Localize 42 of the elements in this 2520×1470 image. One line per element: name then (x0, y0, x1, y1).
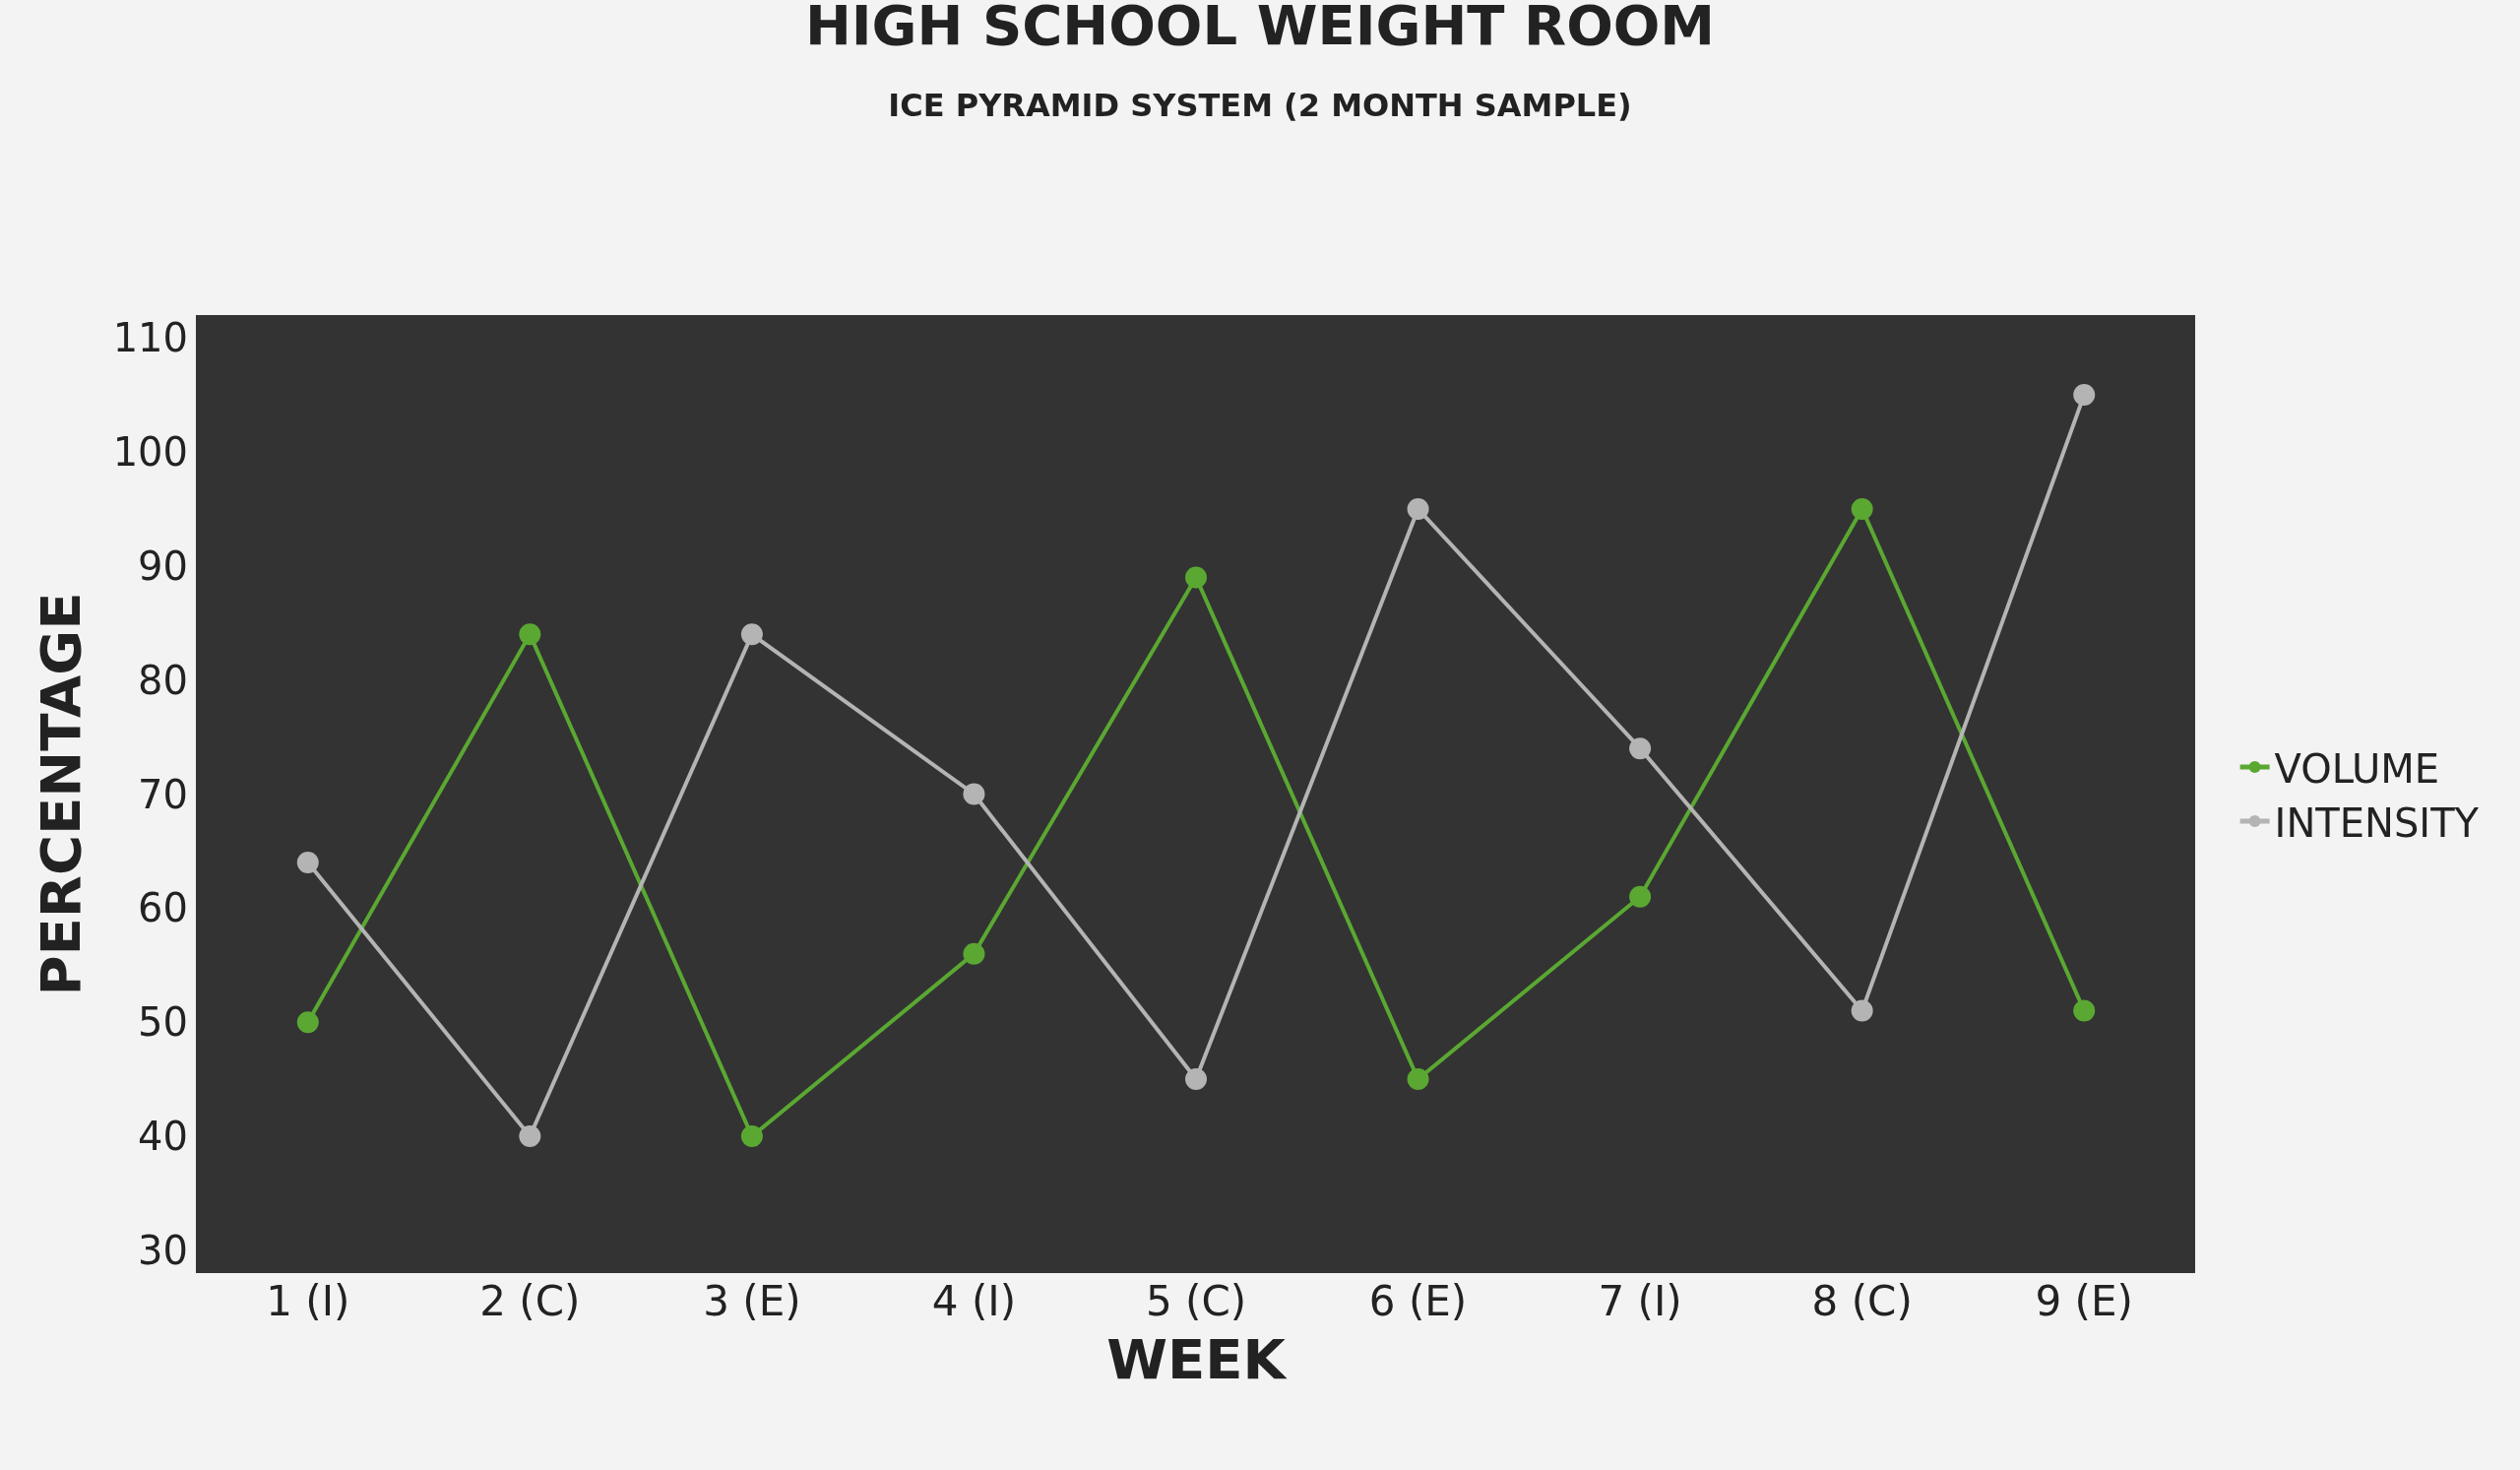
x-tick-label: 4 (I) (931, 1277, 1017, 1325)
y-tick-label: 30 (138, 1227, 188, 1273)
x-tick-label: 7 (I) (1598, 1277, 1682, 1325)
point (740, 623, 763, 646)
chart-subtitle: ICE PYRAMID SYSTEM (2 MONTH SAMPLE) (888, 86, 1632, 124)
x-tick-label: 3 (E) (703, 1277, 801, 1325)
y-tick-label: 100 (112, 429, 188, 475)
point (296, 1011, 319, 1034)
point (1407, 497, 1429, 520)
point (296, 852, 319, 873)
y-tick-label: 110 (112, 315, 188, 361)
point (1851, 999, 1873, 1022)
x-tick-label: 8 (C) (1811, 1277, 1913, 1325)
x-tick-label: 1 (I) (266, 1277, 350, 1325)
y-axis-title: PERCENTAGE (28, 592, 93, 996)
x-axis-title: WEEK (1106, 1326, 1289, 1391)
point (519, 1125, 541, 1147)
point (1629, 885, 1652, 908)
y-tick-label: 50 (138, 999, 188, 1046)
point (1629, 737, 1652, 760)
y-tick-label: 70 (138, 771, 188, 817)
y-tick-label: 40 (138, 1114, 188, 1159)
point (1407, 1068, 1429, 1091)
y-tick-label: 90 (138, 543, 188, 589)
point (963, 942, 985, 965)
point (1851, 497, 1873, 520)
point (2073, 384, 2096, 407)
x-tick-label: 2 (C) (479, 1277, 581, 1325)
point (1185, 566, 1207, 589)
chart-title: HIGH SCHOOL WEIGHT ROOM (804, 0, 1716, 57)
point (519, 623, 541, 646)
point (2073, 999, 2096, 1022)
y-tick-label: 80 (138, 657, 188, 703)
x-tick-label: 5 (C) (1145, 1277, 1247, 1325)
y-tick-label: 60 (138, 885, 188, 931)
point (963, 783, 985, 805)
point (740, 1125, 763, 1147)
x-tick-label: 6 (E) (1368, 1277, 1468, 1325)
point (1185, 1068, 1207, 1091)
x-tick-label: 9 (E) (2035, 1277, 2133, 1325)
legend-label: INTENSITY (2274, 799, 2480, 846)
legend-label: VOLUME (2274, 745, 2440, 792)
